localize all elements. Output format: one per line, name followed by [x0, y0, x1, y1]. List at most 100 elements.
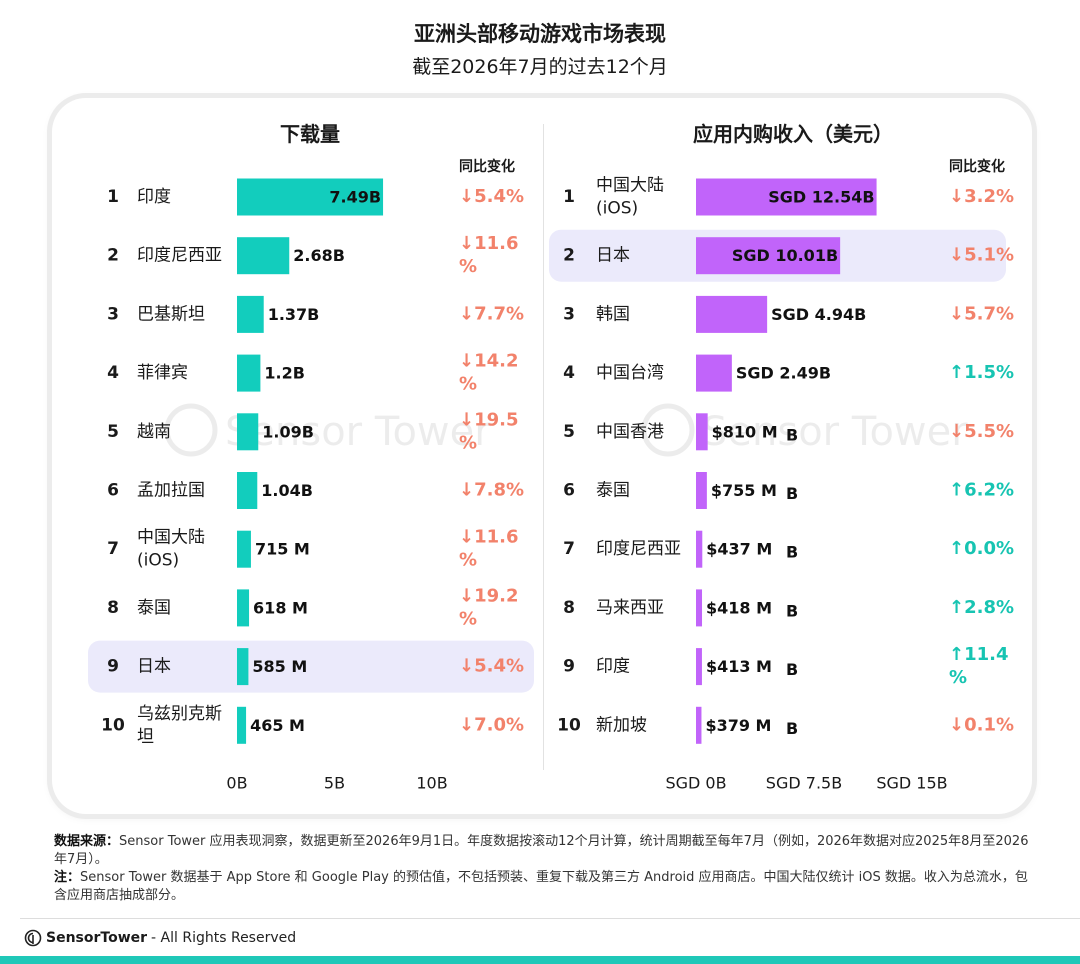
dl-rank-label: 4 — [107, 363, 119, 383]
dl-rank-label: 9 — [107, 657, 119, 677]
rev-value-suffix: B — [786, 719, 798, 738]
rev-bar — [696, 354, 732, 392]
dl-bar — [237, 472, 258, 509]
dl-value-label: 715 M — [255, 540, 310, 559]
dl-value-label: 1.37B — [268, 305, 320, 324]
dl-rank-label: 1 — [107, 187, 119, 207]
rev-bar — [696, 648, 702, 686]
dl-category-label: 孟加拉国 — [137, 481, 205, 501]
dl-bar — [237, 648, 249, 686]
rev-x-tick-label: SGD 0B — [665, 774, 726, 793]
rev-category-label: 中国台湾 — [596, 363, 664, 383]
sensor-tower-logo-icon — [24, 929, 42, 947]
rev-category-label: 印度尼西亚 — [596, 539, 681, 559]
source-label: 数据来源： — [54, 834, 120, 849]
dl-highlight-row — [88, 640, 534, 693]
dl-value-label: 2.68B — [293, 246, 345, 265]
rev-bar — [696, 589, 703, 627]
rev-bar — [696, 237, 841, 275]
dl-bar — [237, 295, 264, 333]
rev-value-suffix: B — [786, 660, 798, 679]
rev-rank-label: 7 — [563, 539, 575, 559]
rev-bar — [696, 413, 708, 451]
rev-value-label: $755 M — [711, 481, 777, 500]
dl-yoy-label: ↓19.5% — [459, 409, 519, 453]
rev-value-label: SGD 10.01B — [732, 246, 838, 265]
rev-rank-label: 5 — [563, 422, 575, 442]
rev-yoy-label: ↓5.1% — [949, 245, 1014, 266]
dl-yoy-label: ↓7.7% — [459, 303, 524, 324]
dl-bar — [237, 354, 261, 392]
rev-category-label: 印度 — [596, 657, 630, 677]
rev-category-label: 马来西亚 — [596, 598, 664, 618]
rev-watermark: Sensor Tower — [641, 403, 968, 457]
rev-value-suffix: B — [786, 543, 798, 562]
rev-rank-label: 6 — [563, 481, 575, 501]
svg-text:Sensor Tower: Sensor Tower — [225, 409, 491, 455]
dl-category-label: 越南 — [137, 422, 171, 442]
rev-x-tick-label: SGD 15B — [876, 774, 947, 793]
dl-category-label: 乌兹别克斯坦 — [137, 704, 222, 747]
rev-yoy-label: ↑1.5% — [949, 362, 1014, 383]
rev-value-label: SGD 4.94B — [771, 305, 866, 324]
rev-value-label: $810 M — [712, 422, 778, 441]
dl-value-label: 1.04B — [261, 481, 313, 500]
rev-value-label: SGD 12.54B — [768, 188, 874, 207]
rev-rank-label: 1 — [563, 187, 575, 207]
bottom-accent-bar — [0, 956, 1080, 964]
dl-bar — [237, 706, 247, 744]
dl-rank-label: 10 — [101, 715, 125, 735]
dl-yoy-label: ↓14.2% — [459, 351, 519, 395]
dl-value-label: 618 M — [253, 598, 308, 617]
source-text: Sensor Tower 应用表现洞察，数据更新至2026年9月1日。年度数据按… — [54, 834, 1029, 867]
rev-rank-label: 4 — [563, 363, 575, 383]
rev-x-tick-label: SGD 7.5B — [766, 774, 842, 793]
dl-bar — [237, 589, 250, 627]
rev-yoy-label: ↓5.7% — [949, 303, 1014, 324]
rev-bar — [696, 530, 703, 568]
rev-value-label: $437 M — [706, 540, 772, 559]
chart-title: 亚洲头部移动游戏市场表现 — [414, 22, 666, 46]
dl-yoy-label: ↓11.6% — [459, 233, 519, 277]
rev-value-suffix: B — [786, 601, 798, 620]
panel-divider — [543, 124, 544, 770]
revenue-yoy-header: 同比变化 — [949, 159, 1005, 175]
rev-bar — [696, 472, 707, 509]
rev-category-label: 韩国 — [596, 304, 630, 324]
dl-category-label: 印度尼西亚 — [137, 246, 222, 266]
dl-x-tick-label: 10B — [416, 774, 447, 793]
rev-yoy-label: ↑2.8% — [949, 597, 1014, 618]
rev-value-suffix: B — [786, 484, 798, 503]
rev-value-label: $413 M — [706, 657, 772, 676]
dl-value-label: 1.2B — [264, 364, 305, 383]
dl-value-label: 465 M — [250, 716, 305, 735]
dl-rank-label: 3 — [107, 304, 119, 324]
dl-yoy-label: ↓19.2% — [459, 585, 519, 629]
dl-bar — [237, 413, 259, 451]
dl-yoy-label: ↓5.4% — [459, 186, 524, 207]
rev-value-suffix: B — [786, 425, 798, 444]
downloads-panel-title: 下载量 — [280, 122, 340, 146]
svg-text:Sensor Tower: Sensor Tower — [702, 409, 968, 455]
dl-rank-label: 2 — [107, 246, 119, 266]
footer-divider — [20, 918, 1080, 919]
dl-yoy-label: ↓5.4% — [459, 656, 524, 677]
dl-category-label: 日本 — [137, 657, 171, 677]
dl-value-label: 1.09B — [262, 422, 314, 441]
footer-rights: - All Rights Reserved — [151, 930, 297, 946]
downloads-yoy-header: 同比变化 — [459, 159, 515, 175]
dl-yoy-label: ↓7.0% — [459, 714, 524, 735]
rev-yoy-label: ↓3.2% — [949, 186, 1014, 207]
rev-rank-label: 10 — [557, 715, 581, 735]
dl-category-label: 菲律宾 — [137, 363, 188, 383]
chart-subtitle: 截至2026年7月的过去12个月 — [412, 56, 668, 78]
dl-bar — [237, 530, 251, 568]
dl-rank-label: 8 — [107, 598, 119, 618]
rev-rank-label: 8 — [563, 598, 575, 618]
rev-value-label: $379 M — [705, 716, 771, 735]
dl-category-label: 巴基斯坦 — [137, 304, 205, 324]
rev-yoy-label: ↑11.4% — [949, 644, 1009, 688]
method-note: 注：Sensor Tower 数据基于 App Store 和 Google P… — [54, 869, 1032, 905]
rev-bar — [696, 706, 702, 744]
